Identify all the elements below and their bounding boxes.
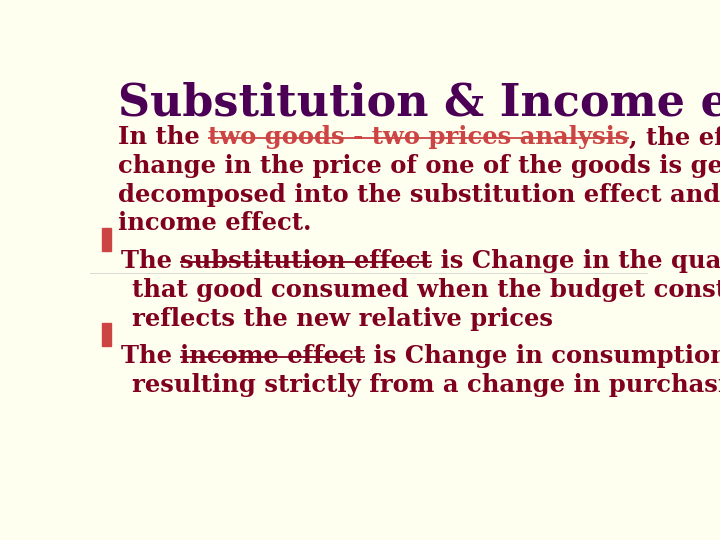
Text: substitution effect: substitution effect <box>180 248 432 273</box>
Text: Substitution & Income effect: Substitution & Income effect <box>118 82 720 124</box>
Text: is Change in the quantity of: is Change in the quantity of <box>432 248 720 273</box>
Bar <box>102 228 111 251</box>
Text: change in the price of one of the goods is generally: change in the price of one of the goods … <box>118 154 720 178</box>
Text: is Change in consumption of a good: is Change in consumption of a good <box>365 344 720 368</box>
Text: The: The <box>121 248 180 273</box>
Text: , the effect of a: , the effect of a <box>629 125 720 149</box>
Text: income effect.: income effect. <box>118 211 311 235</box>
Text: The: The <box>121 344 180 368</box>
Text: reflects the new relative prices: reflects the new relative prices <box>132 307 553 331</box>
Text: that good consumed when the budget constraint: that good consumed when the budget const… <box>132 278 720 302</box>
Text: decomposed into the substitution effect and the: decomposed into the substitution effect … <box>118 183 720 207</box>
Bar <box>102 323 111 346</box>
Text: In the: In the <box>118 125 208 149</box>
Text: resulting strictly from a change in purchasing power: resulting strictly from a change in purc… <box>132 373 720 397</box>
Text: two goods - two prices analysis: two goods - two prices analysis <box>208 125 629 149</box>
Text: income effect: income effect <box>180 344 365 368</box>
